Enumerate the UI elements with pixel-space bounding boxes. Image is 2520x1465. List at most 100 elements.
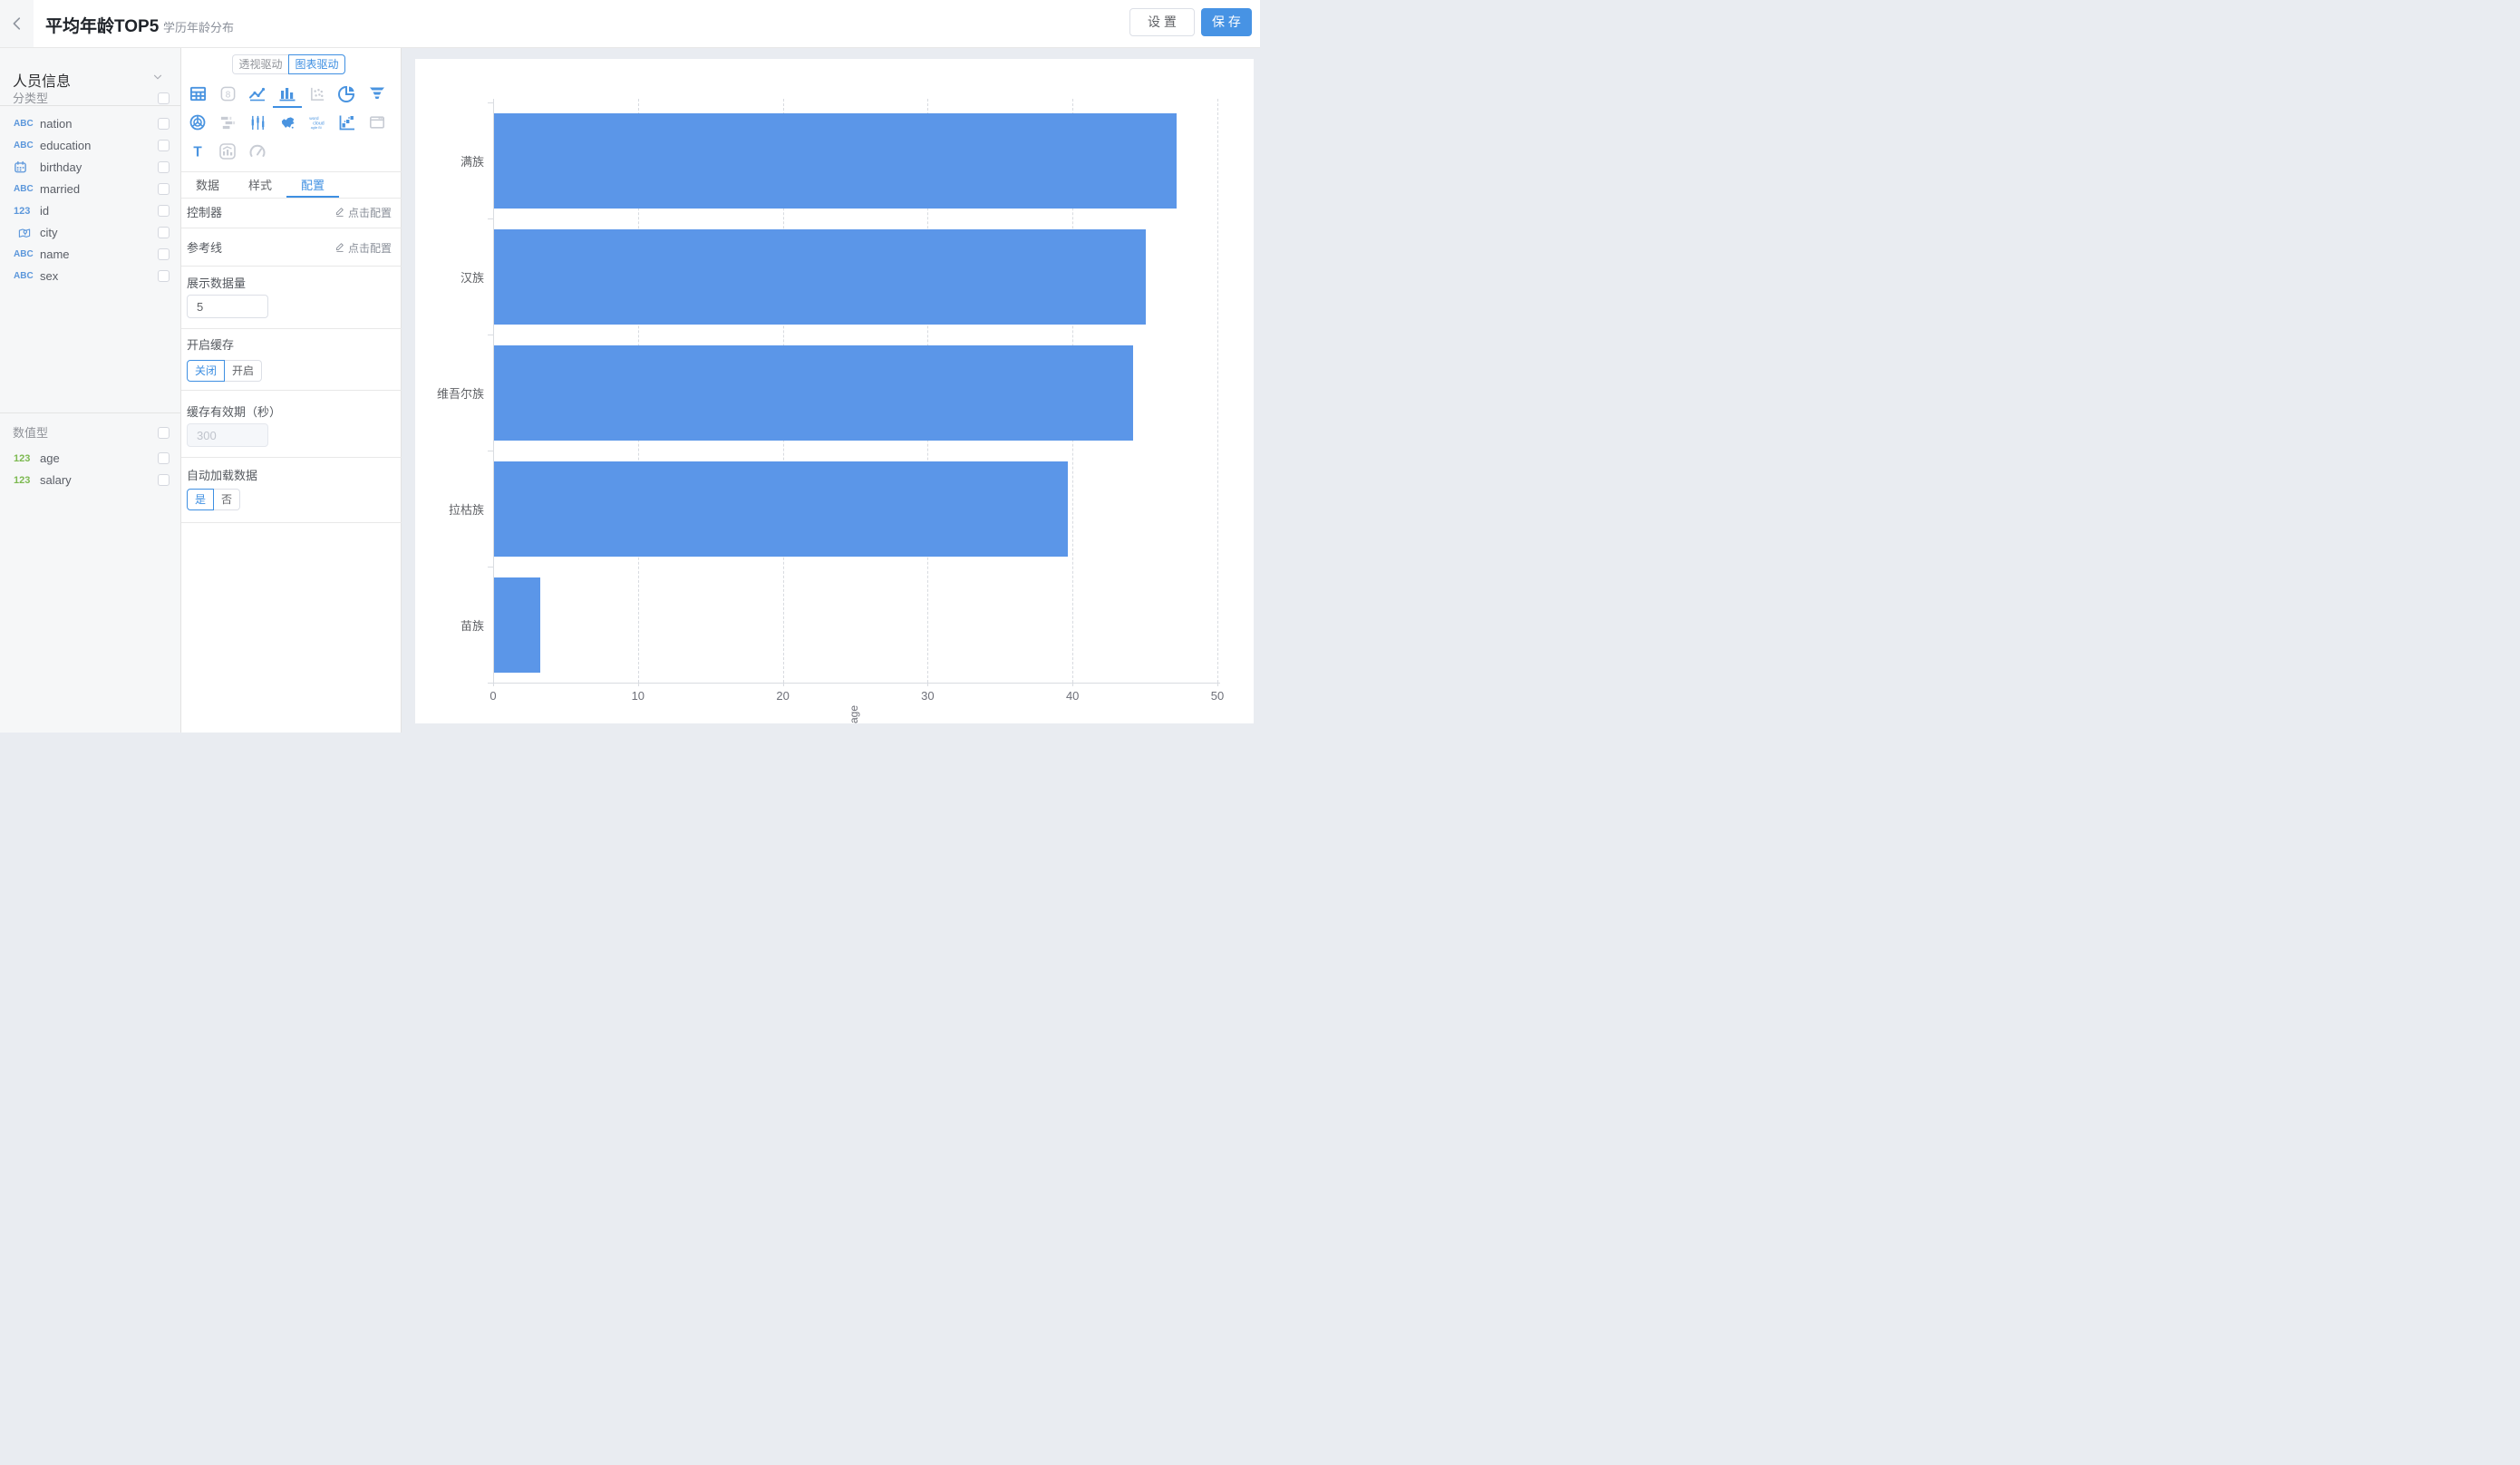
configure-link-1[interactable]: 点击配置 — [334, 239, 392, 257]
x-axis-tick — [493, 683, 494, 686]
china-map-chart-icon[interactable] — [276, 112, 298, 133]
field-checkbox-name[interactable] — [158, 248, 170, 260]
text-field-icon: ABC — [14, 271, 34, 281]
text-chart-icon[interactable]: T — [187, 141, 208, 162]
bar-拉枯族[interactable] — [494, 461, 1068, 557]
cache-ttl-label: 缓存有效期（秒） — [187, 405, 282, 419]
x-tick-label: 50 — [1210, 689, 1225, 703]
section-checkbox[interactable] — [158, 427, 170, 439]
bar-满族[interactable] — [494, 112, 1177, 209]
field-checkbox-sex[interactable] — [158, 270, 170, 282]
number-field-icon: 123 — [14, 206, 31, 217]
field-checkbox-salary[interactable] — [158, 474, 170, 486]
gantt-chart-icon[interactable] — [217, 112, 238, 133]
category-label: 维吾尔族 — [436, 387, 484, 401]
cache-off-option[interactable]: 关闭 — [187, 360, 226, 382]
field-row-married[interactable]: ABC married — [0, 179, 181, 200]
category-label: 拉枯族 — [448, 503, 484, 517]
divider — [181, 266, 402, 267]
mode-pivot-option[interactable]: 透视驱动 — [232, 54, 288, 74]
field-row-age[interactable]: 123 age — [0, 448, 181, 470]
tab-样式[interactable]: 样式 — [247, 179, 272, 192]
divider — [181, 198, 402, 199]
tab-配置[interactable]: 配置 — [300, 179, 325, 192]
auto-load-yes-option[interactable]: 是 — [187, 489, 215, 510]
field-row-nation[interactable]: ABC nation — [0, 113, 181, 135]
section-label: 分类型 — [13, 92, 49, 105]
funnel-chart-icon[interactable] — [366, 82, 388, 104]
divider — [181, 522, 402, 523]
field-row-id[interactable]: 123 id — [0, 200, 181, 222]
field-row-name[interactable]: ABC name — [0, 244, 181, 266]
bar-chart-icon[interactable] — [273, 82, 302, 108]
field-checkbox-married[interactable] — [158, 183, 170, 195]
x-axis-line — [488, 683, 1220, 684]
auto-load-no-option[interactable]: 否 — [214, 489, 241, 510]
display-count-input[interactable] — [187, 295, 268, 318]
chevron-down-icon[interactable] — [151, 71, 164, 88]
header: 平均年龄TOP5 学历年龄分布 设 置 保 存 — [0, 0, 1260, 48]
dataset-header[interactable]: 人员信息 — [0, 48, 180, 106]
bar-苗族[interactable] — [494, 577, 541, 673]
settings-button[interactable]: 设 置 — [1129, 8, 1195, 36]
field-checkbox-birthday[interactable] — [158, 161, 170, 173]
cache-on-option[interactable]: 开启 — [225, 360, 263, 382]
line-chart-icon[interactable] — [247, 82, 268, 104]
candlestick-chart-icon[interactable] — [247, 112, 268, 133]
scatter-chart-icon[interactable] — [306, 82, 328, 104]
y-axis-tick — [488, 567, 493, 568]
mode-chart-option[interactable]: 图表驱动 — [288, 54, 345, 74]
field-row-city[interactable]: city — [0, 222, 181, 244]
word-cloud-chart-icon[interactable]: word cloud agile Bi — [306, 112, 328, 133]
location-icon — [14, 222, 37, 244]
x-axis-tick — [927, 683, 929, 686]
field-label: id — [40, 204, 50, 218]
field-row-birthday[interactable]: birthday — [0, 157, 181, 179]
divider — [181, 457, 402, 458]
config-row-label: 参考线 — [187, 241, 223, 255]
category-label: 苗族 — [460, 619, 484, 633]
bar-维吾尔族[interactable] — [494, 344, 1133, 441]
svg-text:T: T — [193, 144, 202, 160]
svg-text:8: 8 — [225, 90, 230, 100]
category-label: 汉族 — [460, 271, 484, 285]
text-field-icon: ABC — [14, 141, 34, 150]
field-label: salary — [40, 473, 72, 487]
field-label: age — [40, 451, 60, 465]
table-chart-icon[interactable] — [187, 82, 208, 104]
y-axis-tick — [488, 102, 493, 103]
field-label: nation — [40, 117, 73, 131]
radar-chart-icon[interactable] — [187, 112, 208, 133]
section-checkbox[interactable] — [158, 92, 170, 104]
field-label: birthday — [40, 160, 82, 174]
waterfall-chart-icon[interactable] — [336, 112, 358, 133]
number-card-chart-icon[interactable]: 8 — [217, 82, 238, 104]
field-checkbox-nation[interactable] — [158, 118, 170, 130]
gauge-chart-icon[interactable] — [247, 141, 268, 162]
configure-link-0[interactable]: 点击配置 — [334, 204, 392, 222]
field-label: city — [40, 226, 58, 239]
field-checkbox-age[interactable] — [158, 452, 170, 464]
divider — [181, 171, 402, 172]
field-row-education[interactable]: ABC education — [0, 135, 181, 157]
tab-数据[interactable]: 数据 — [195, 179, 219, 192]
field-checkbox-city[interactable] — [158, 227, 170, 238]
page-subtitle: 学历年龄分布 — [163, 21, 235, 34]
back-button[interactable] — [0, 0, 34, 47]
y-axis-line — [493, 99, 494, 683]
divider — [181, 328, 402, 329]
field-row-salary[interactable]: 123 salary — [0, 470, 181, 491]
bar-汉族[interactable] — [494, 228, 1147, 325]
x-tick-label: 0 — [489, 689, 497, 703]
field-checkbox-education[interactable] — [158, 140, 170, 151]
svg-text:word: word — [309, 116, 319, 121]
svg-text:agile Bi: agile Bi — [311, 126, 322, 130]
pie-chart-icon[interactable] — [336, 82, 358, 104]
field-checkbox-id[interactable] — [158, 205, 170, 217]
web-frame-chart-icon[interactable] — [366, 112, 388, 133]
field-label: sex — [40, 269, 59, 283]
chart-card: 0 10 20 30 40 50 满族 汉族 维吾尔族 拉枯族 苗族 age — [415, 59, 1254, 723]
mix-chart-chart-icon[interactable] — [217, 141, 238, 162]
save-button[interactable]: 保 存 — [1201, 8, 1252, 36]
field-row-sex[interactable]: ABC sex — [0, 266, 181, 287]
